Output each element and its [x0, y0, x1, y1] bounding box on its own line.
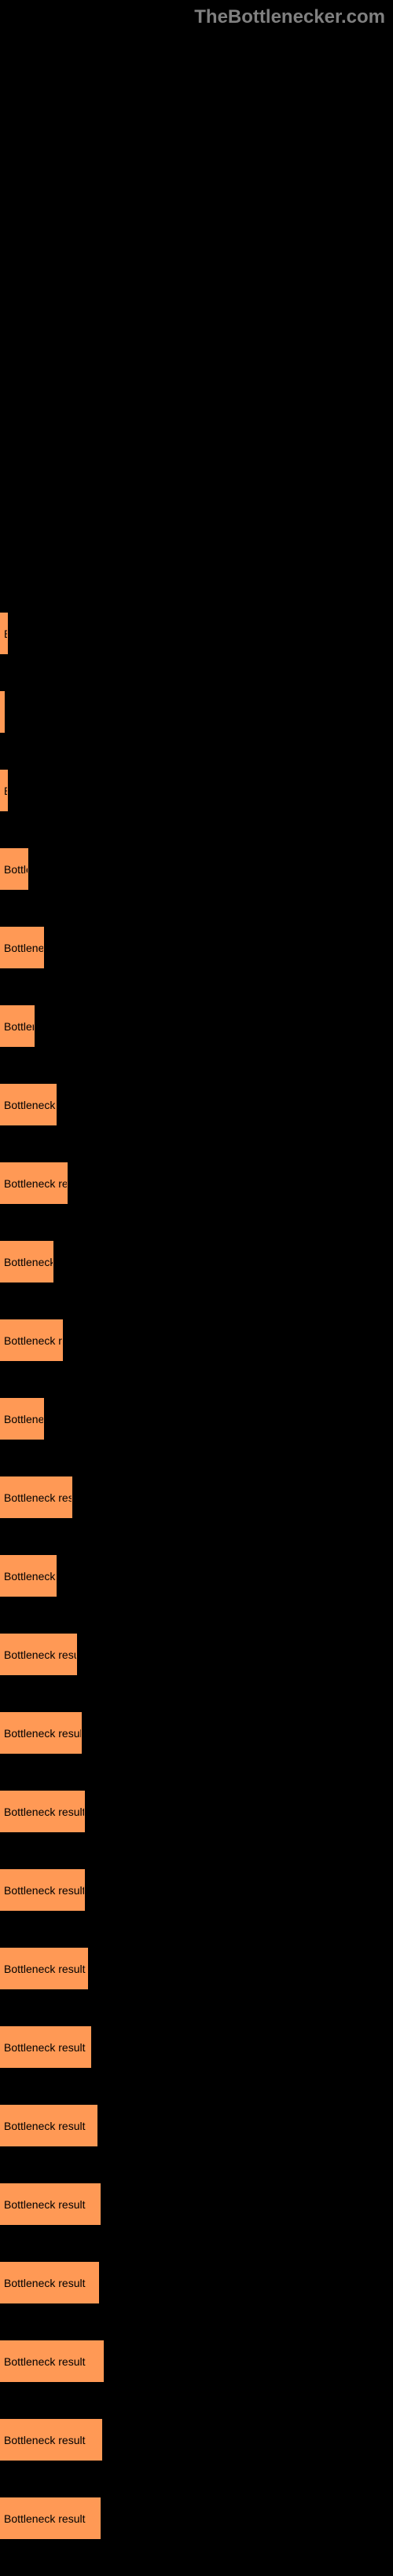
bar-row: Bottlene: [0, 1005, 393, 1047]
bar: Bottleneck result: [0, 1869, 85, 1911]
bar: Bottleneck result: [0, 1476, 72, 1518]
bar-row: Bottleneck result: [0, 2105, 393, 2146]
bar: Bottleneck: [0, 1398, 44, 1440]
bar: Bottleneck result: [0, 2497, 101, 2539]
bar: Bottleneck r: [0, 1241, 53, 1283]
bar-row: Bottleneck result: [0, 1869, 393, 1911]
bar: Bottleneck result: [0, 2262, 99, 2303]
watermark-text: TheBottlenecker.com: [194, 6, 385, 28]
bar-chart: B B Bottle Bottleneck Bottlene Bottleneck re B…: [0, 613, 393, 2576]
bar: Bottleneck result: [0, 2105, 97, 2146]
bar-row: Bottleneck res: [0, 1319, 393, 1361]
bar-row: [0, 691, 393, 733]
bar: Bottleneck result: [0, 1791, 85, 1832]
bar: Bottleneck result: [0, 1634, 77, 1675]
bar: Bottleneck result: [0, 1712, 82, 1754]
bar-row: Bottleneck re: [0, 1084, 393, 1125]
bar-row: Bottleneck result: [0, 1476, 393, 1518]
bar: Bottleneck resu: [0, 1162, 68, 1204]
bar: Bottleneck res: [0, 1319, 63, 1361]
bar-row: B: [0, 613, 393, 654]
bar-row: Bottleneck result: [0, 2262, 393, 2303]
bar-row: Bottleneck result: [0, 1948, 393, 1989]
bar-row: Bottleneck result: [0, 2340, 393, 2382]
bar: [0, 691, 5, 733]
bar: Bottleneck result: [0, 1948, 88, 1989]
bar-row: Bottleneck result: [0, 2183, 393, 2225]
bar: Bottle: [0, 848, 28, 890]
bar: Bottleneck result: [0, 2183, 101, 2225]
bar-row: Bottle: [0, 848, 393, 890]
bar: Bottlene: [0, 1005, 35, 1047]
bar: Bottleneck: [0, 927, 44, 968]
bar-row: B: [0, 770, 393, 811]
bar-row: Bottleneck: [0, 927, 393, 968]
bar-row: Bottleneck result: [0, 2419, 393, 2461]
bar-row: Bottleneck result: [0, 1634, 393, 1675]
bar: B: [0, 613, 8, 654]
bar: B: [0, 770, 8, 811]
bar-row: Bottleneck result: [0, 1712, 393, 1754]
bar-row: Bottleneck result: [0, 2026, 393, 2068]
bar-row: Bottleneck r: [0, 1241, 393, 1283]
bar-row: Bottleneck re: [0, 1555, 393, 1597]
bar: Bottleneck result: [0, 2419, 102, 2461]
bar: Bottleneck re: [0, 1555, 57, 1597]
bar: Bottleneck re: [0, 1084, 57, 1125]
bar-row: Bottleneck result: [0, 1791, 393, 1832]
bar: Bottleneck result: [0, 2026, 91, 2068]
bar-row: Bottleneck resu: [0, 1162, 393, 1204]
bar-row: Bottleneck result: [0, 2497, 393, 2539]
bar-row: Bottleneck: [0, 1398, 393, 1440]
bar: Bottleneck result: [0, 2340, 104, 2382]
